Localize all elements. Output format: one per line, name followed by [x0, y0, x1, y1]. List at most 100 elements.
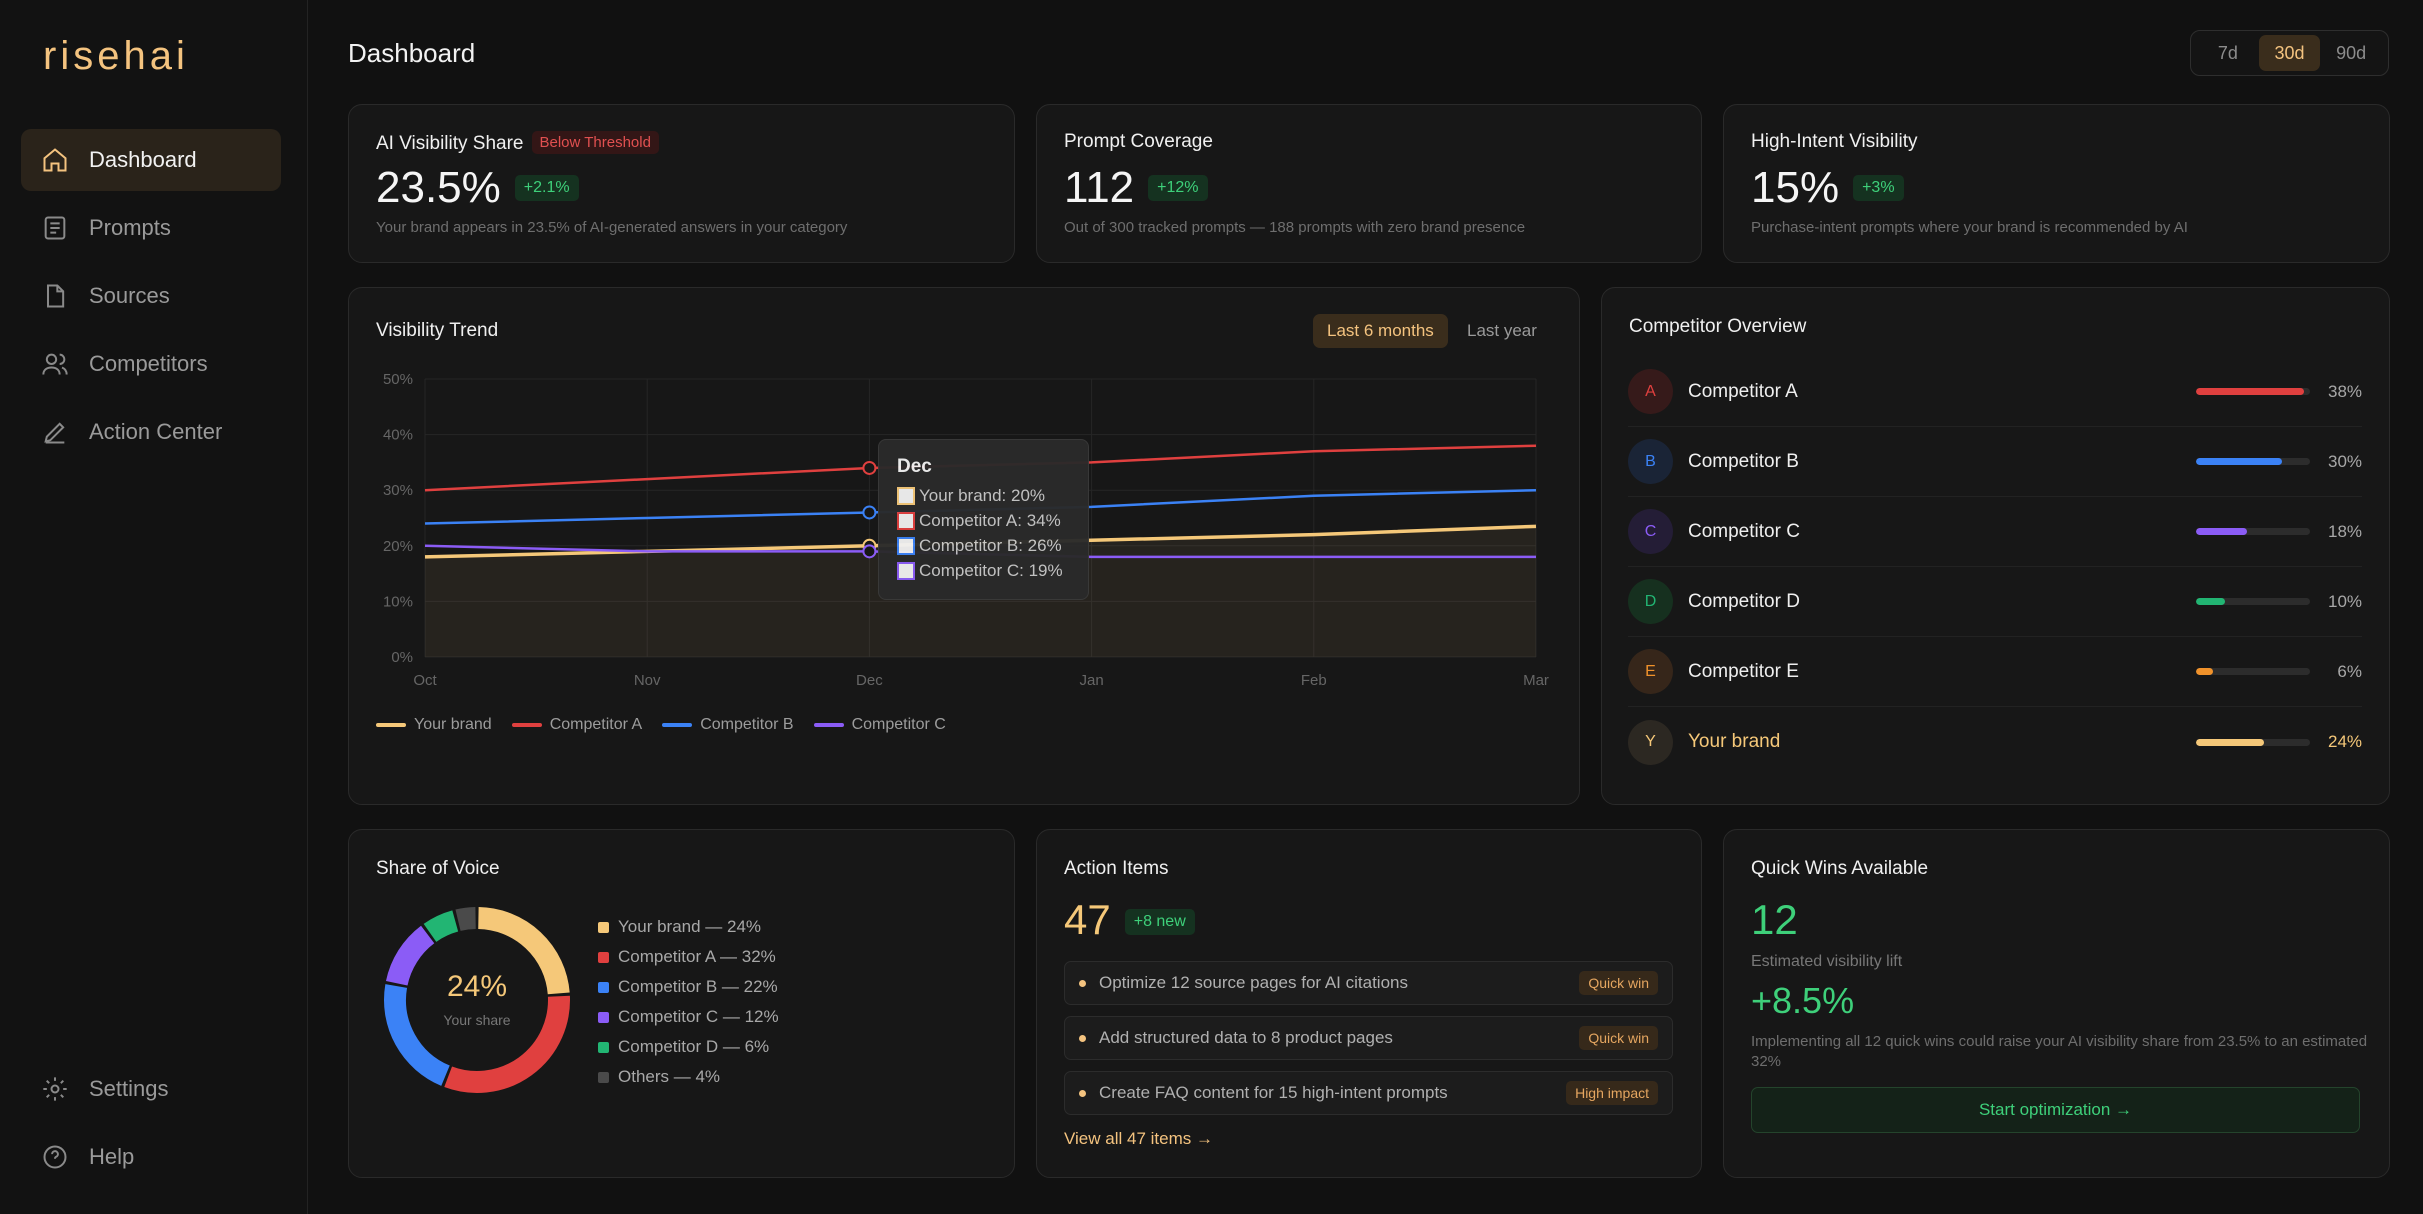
- legend-swatch: [598, 1041, 609, 1053]
- legend-swatch: [662, 723, 693, 727]
- competitor-row[interactable]: B Competitor B 30%: [1628, 427, 2362, 497]
- competitor-percent: 6%: [2337, 661, 2362, 681]
- tooltip-row-text: Competitor A: 34%: [919, 511, 1061, 530]
- change-badge: +2.1%: [514, 175, 579, 201]
- action-item-text: Optimize 12 source pages for AI citation…: [1099, 973, 1408, 992]
- y-tick-label: 40%: [383, 427, 413, 444]
- tooltip-row: Competitor B: 26%: [897, 536, 1062, 556]
- legend-item[interactable]: Competitor C: [813, 716, 946, 734]
- donut-segment: [455, 907, 477, 931]
- competitor-row[interactable]: Y Your brand 24%: [1628, 707, 2362, 777]
- y-tick-label: 50%: [383, 371, 413, 388]
- x-tick-label: Jan: [1080, 672, 1104, 689]
- avatar: B: [1628, 439, 1673, 484]
- competitor-row[interactable]: C Competitor C 18%: [1628, 497, 2362, 567]
- sidebar-item-label: Sources: [89, 283, 170, 308]
- action-item[interactable]: Create FAQ content for 15 high-intent pr…: [1064, 1071, 1673, 1115]
- chart-tooltip: Dec Your brand: 20% Competitor A: 34% Co…: [878, 439, 1089, 600]
- action-items-count: 47: [1064, 896, 1111, 943]
- range-90d-button[interactable]: 90d: [2336, 43, 2367, 63]
- sidebar-item-competitors[interactable]: Competitors: [21, 333, 281, 395]
- sidebar-item-action-center[interactable]: Action Center: [21, 401, 281, 463]
- last-6-months-toggle[interactable]: Last 6 months: [1313, 314, 1448, 348]
- legend-item[interactable]: Your brand: [376, 716, 492, 734]
- pen-icon: [41, 418, 69, 446]
- metric-value: 15% +3%: [1751, 163, 1904, 213]
- action-items-card: Action Items 47 +8 new Optimize 12 source…: [1036, 829, 1702, 1178]
- tooltip-swatch: [897, 562, 915, 580]
- card-title: Action Items: [1064, 858, 1169, 879]
- progress-bar-fill: [2196, 738, 2265, 746]
- action-item[interactable]: Optimize 12 source pages for AI citation…: [1064, 961, 1673, 1005]
- range-30d-button[interactable]: 30d: [2258, 35, 2321, 71]
- start-optimization-button[interactable]: Start optimization →: [1751, 1087, 2360, 1133]
- high-intent-visibility-card: High-Intent Visibility 15% +3% Purchase-i…: [1723, 104, 2390, 263]
- progress-bar: [2196, 458, 2310, 465]
- view-all-link[interactable]: View all 47 items →: [1064, 1129, 1213, 1148]
- legend-label: Competitor B — 22%: [618, 977, 778, 996]
- donut-segment: [423, 910, 459, 943]
- action-items-count-row: 47 +8 new: [1064, 896, 1195, 944]
- avatar: E: [1628, 649, 1673, 694]
- sidebar-item-prompts[interactable]: Prompts: [21, 197, 281, 259]
- legend-item[interactable]: Competitor B: [662, 716, 794, 734]
- sidebar-item-dashboard[interactable]: Dashboard: [21, 129, 281, 191]
- legend-label: Competitor A: [549, 716, 643, 733]
- legend-item: Competitor D — 6%: [598, 1032, 779, 1062]
- metric-value: 112 +12%: [1064, 163, 1208, 213]
- metric-subtext: Out of 300 tracked prompts — 188 prompts…: [1064, 219, 1526, 236]
- users-icon: [41, 350, 69, 378]
- data-point-marker: [862, 505, 877, 520]
- tooltip-row-text: Competitor B: 26%: [919, 536, 1062, 555]
- legend-swatch: [598, 1011, 609, 1023]
- card-title: AI Visibility Share Below Threshold: [376, 131, 659, 155]
- x-tick-label: Feb: [1301, 672, 1327, 689]
- sidebar-item-settings[interactable]: Settings: [21, 1058, 281, 1120]
- tooltip-row-text: Your brand: 20%: [919, 486, 1046, 505]
- donut-center-label: Your share: [443, 1012, 511, 1028]
- x-tick-label: Nov: [634, 672, 661, 689]
- legend-label: Your brand: [414, 716, 492, 733]
- progress-bar: [2196, 738, 2310, 746]
- app-logo[interactable]: risehai: [43, 34, 189, 78]
- action-item-tag: High impact: [1566, 1081, 1658, 1105]
- competitor-percent: 30%: [2328, 451, 2363, 471]
- competitor-row[interactable]: A Competitor A 38%: [1628, 357, 2362, 427]
- quick-wins-description: Implementing all 12 quick wins could rai…: [1751, 1033, 2368, 1070]
- legend-swatch: [511, 723, 542, 727]
- gear-icon: [41, 1075, 69, 1103]
- sidebar-item-help[interactable]: Help: [21, 1126, 281, 1188]
- progress-bar-fill: [2196, 598, 2225, 605]
- progress-bar: [2196, 598, 2310, 605]
- card-title: Competitor Overview: [1629, 316, 1807, 337]
- below-threshold-badge: Below Threshold: [531, 131, 659, 154]
- legend-item: Competitor A — 32%: [598, 942, 779, 972]
- progress-bar: [2196, 528, 2310, 535]
- competitor-name: Competitor E: [1688, 660, 1799, 682]
- competitor-name: Competitor D: [1688, 590, 1800, 612]
- share-of-voice-card: Share of Voice 24% Your share Your brand…: [348, 829, 1015, 1178]
- range-7d-button[interactable]: 7d: [2217, 43, 2238, 63]
- legend-label: Competitor C: [851, 716, 946, 733]
- sidebar-item-label: Settings: [89, 1076, 169, 1101]
- last-year-toggle[interactable]: Last year: [1467, 321, 1537, 340]
- legend-swatch: [598, 951, 609, 963]
- data-point-marker: [862, 460, 877, 475]
- progress-bar-fill: [2196, 458, 2282, 465]
- legend-item[interactable]: Competitor A: [511, 716, 643, 734]
- metric-value-text: 112: [1064, 163, 1135, 212]
- legend-label: Competitor B: [700, 716, 794, 733]
- action-item[interactable]: Add structured data to 8 product pages Qu…: [1064, 1016, 1673, 1060]
- sidebar-nav: Dashboard Prompts Sources Competitors Ac…: [21, 129, 281, 469]
- tooltip-swatch: [897, 537, 915, 555]
- share-of-voice-donut: [384, 907, 570, 1093]
- progress-bar-fill: [2196, 528, 2248, 535]
- sidebar-item-sources[interactable]: Sources: [21, 265, 281, 327]
- competitor-row[interactable]: E Competitor E 6%: [1628, 637, 2362, 707]
- quick-wins-card: Quick Wins Available 12 Estimated visibi…: [1723, 829, 2390, 1178]
- tooltip-swatch: [897, 512, 915, 530]
- competitor-percent: 24%: [2328, 732, 2363, 751]
- competitor-row[interactable]: D Competitor D 10%: [1628, 567, 2362, 637]
- y-tick-label: 0%: [391, 649, 413, 666]
- competitor-percent: 10%: [2328, 591, 2363, 611]
